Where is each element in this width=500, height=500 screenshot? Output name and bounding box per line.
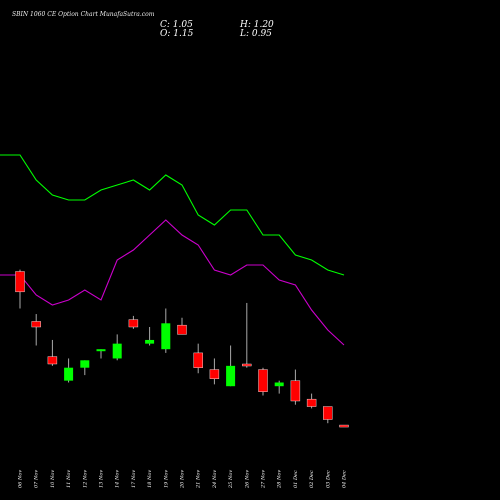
candle [258,367,268,396]
candle-body [145,339,155,344]
date-label: 11 Nov [66,470,72,488]
date-label: 18 Nov [147,470,153,488]
candle [306,393,317,409]
candle-layer [15,269,349,428]
candle [80,360,90,376]
date-label: 27 Nov [261,470,267,489]
candle-body [193,352,203,368]
candle [177,317,187,335]
chart-title: SBIN 1060 CE Option Chart MunafaSutra.co… [12,11,155,18]
date-label-layer: 06 Nov 07 Nov 10 Nov 11 Nov 12 Nov 13 Nov 14 N… [18,470,348,489]
candle [339,424,349,428]
candle-body [161,323,171,350]
candle-body [290,380,301,402]
candle-body [128,319,139,328]
candle-body [47,356,58,365]
date-label: 10 Nov [50,470,56,488]
candle [128,315,139,329]
date-label: 03 Dec [325,470,331,488]
high-value: H: 1.20 [240,20,274,30]
candle [323,406,333,424]
candle-body [323,406,333,420]
moving-average-layer [0,154,345,346]
candle-body [306,398,317,407]
candle [15,269,25,309]
candle-body [80,360,90,368]
open-value: O: 1.15 [160,29,194,39]
date-label: 25 Nov [228,470,234,489]
candle [226,345,236,387]
candle [145,327,155,346]
candle-body [15,271,25,293]
ma-line-green [0,154,345,276]
candle-body [112,343,122,359]
candle-body [258,369,268,392]
candle [193,343,203,374]
date-label: 06 Nov [18,470,24,488]
date-label: 13 Nov [99,470,105,488]
date-label: 20 Nov [180,470,186,489]
date-label: 19 Nov [163,470,169,488]
candle [242,302,252,368]
candle [31,314,41,346]
candle [274,380,284,394]
date-label: 26 Nov [244,470,250,489]
date-label: 01 Dec [293,470,299,488]
date-label: 04 Dec [342,470,348,488]
candle [96,349,106,359]
date-label: 12 Nov [82,470,88,488]
date-label: 24 Nov [212,470,218,489]
candle [64,358,74,383]
candle-body [274,382,284,387]
date-label: 17 Nov [131,470,137,488]
candle-body [339,424,349,428]
ma-line-purple [0,219,345,346]
date-label: 28 Nov [277,470,283,489]
candle-body [31,321,41,328]
close-value: C: 1.05 [160,20,193,30]
date-label: 21 Nov [196,470,202,489]
candle-body [64,367,74,381]
candle [161,308,171,353]
candle-body [177,324,187,335]
candle-body [209,369,220,379]
candle [112,334,122,361]
low-value: L: 0.95 [240,29,272,39]
date-label: 07 Nov [34,470,40,488]
candle [209,358,220,385]
candle-body [226,365,236,387]
candle-body [242,363,252,367]
candle-body [96,349,106,352]
candle [47,339,58,366]
candle [290,369,301,405]
date-label: 14 Nov [115,470,121,488]
date-label: 02 Dec [309,470,315,488]
